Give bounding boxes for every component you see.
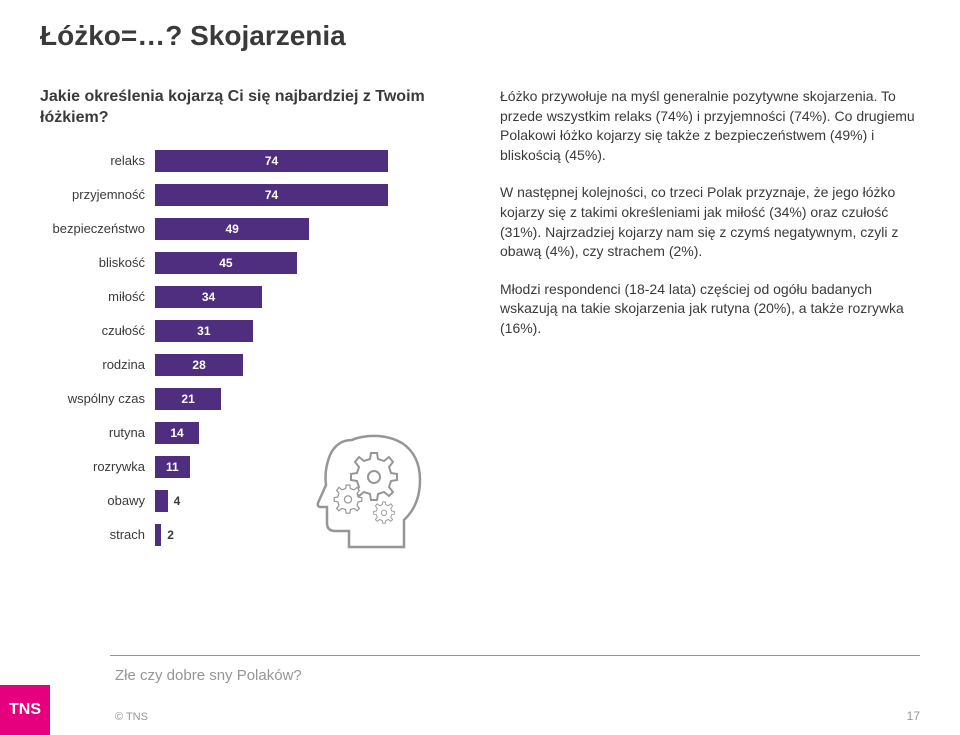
bar-label: relaks bbox=[40, 153, 155, 168]
bar-value: 45 bbox=[219, 256, 232, 270]
bar-fill: 14 bbox=[155, 422, 199, 444]
bar-row: rodzina 28 bbox=[40, 353, 470, 377]
bar-track: 21 bbox=[155, 388, 470, 410]
bar-track: 49 bbox=[155, 218, 470, 240]
bar-row: wspólny czas 21 bbox=[40, 387, 470, 411]
footer-title: Złe czy dobre sny Polaków? bbox=[115, 667, 302, 684]
tns-logo: TNS bbox=[0, 685, 50, 735]
bar-value: 34 bbox=[202, 290, 215, 304]
bar-label: przyjemność bbox=[40, 187, 155, 202]
bar-row: bliskość 45 bbox=[40, 251, 470, 275]
bar-label: czułość bbox=[40, 323, 155, 338]
bar-label: strach bbox=[40, 527, 155, 542]
bar-track: 74 bbox=[155, 150, 470, 172]
bar-fill: 11 bbox=[155, 456, 190, 478]
bar-value: 14 bbox=[170, 426, 183, 440]
bar-fill: 28 bbox=[155, 354, 243, 376]
chart-question: Jakie określenia kojarzą Ci się najbardz… bbox=[40, 87, 470, 129]
bar-value: 31 bbox=[197, 324, 210, 338]
bar-fill: 2 bbox=[155, 524, 161, 546]
bar-label: wspólny czas bbox=[40, 391, 155, 406]
bar-row: czułość 31 bbox=[40, 319, 470, 343]
page-title: Łóżko=…? Skojarzenia bbox=[40, 20, 920, 52]
footer: Złe czy dobre sny Polaków? TNS © TNS 17 bbox=[0, 655, 960, 735]
bar-value: 4 bbox=[174, 494, 181, 508]
bar-label: bliskość bbox=[40, 255, 155, 270]
paragraph: Młodzi respondenci (18-24 lata) częściej… bbox=[500, 280, 920, 339]
bar-row: miłość 34 bbox=[40, 285, 470, 309]
page-number: 17 bbox=[907, 709, 920, 723]
bar-fill: 4 bbox=[155, 490, 168, 512]
bar-value: 2 bbox=[167, 528, 174, 542]
bar-fill: 34 bbox=[155, 286, 262, 308]
bar-fill: 31 bbox=[155, 320, 253, 342]
footer-divider bbox=[110, 655, 920, 656]
bar-fill: 21 bbox=[155, 388, 221, 410]
bar-track: 45 bbox=[155, 252, 470, 274]
bar-value: 74 bbox=[265, 188, 278, 202]
content-row: Jakie określenia kojarzą Ci się najbardz… bbox=[40, 87, 920, 557]
bar-label: rutyna bbox=[40, 425, 155, 440]
bar-fill: 45 bbox=[155, 252, 297, 274]
bar-value: 21 bbox=[181, 392, 194, 406]
head-gears-icon bbox=[312, 425, 442, 555]
bar-row: bezpieczeństwo 49 bbox=[40, 217, 470, 241]
bar-value: 49 bbox=[225, 222, 238, 236]
bar-label: rodzina bbox=[40, 357, 155, 372]
bar-label: bezpieczeństwo bbox=[40, 221, 155, 236]
bar-track: 74 bbox=[155, 184, 470, 206]
bar-row: relaks 74 bbox=[40, 149, 470, 173]
bar-track: 31 bbox=[155, 320, 470, 342]
bar-fill: 49 bbox=[155, 218, 309, 240]
paragraph: W następnej kolejności, co trzeci Polak … bbox=[500, 183, 920, 261]
bar-value: 28 bbox=[192, 358, 205, 372]
bar-value: 11 bbox=[166, 460, 179, 474]
paragraph: Łóżko przywołuje na myśl generalnie pozy… bbox=[500, 87, 920, 165]
bar-track: 28 bbox=[155, 354, 470, 376]
bar-label: miłość bbox=[40, 289, 155, 304]
bar-fill: 74 bbox=[155, 150, 388, 172]
bar-value: 74 bbox=[265, 154, 278, 168]
bar-fill: 74 bbox=[155, 184, 388, 206]
bar-label: obawy bbox=[40, 493, 155, 508]
bar-track: 34 bbox=[155, 286, 470, 308]
bar-row: przyjemność 74 bbox=[40, 183, 470, 207]
copyright: © TNS bbox=[115, 711, 148, 723]
text-column: Łóżko przywołuje na myśl generalnie pozy… bbox=[500, 87, 920, 557]
bar-label: rozrywka bbox=[40, 459, 155, 474]
